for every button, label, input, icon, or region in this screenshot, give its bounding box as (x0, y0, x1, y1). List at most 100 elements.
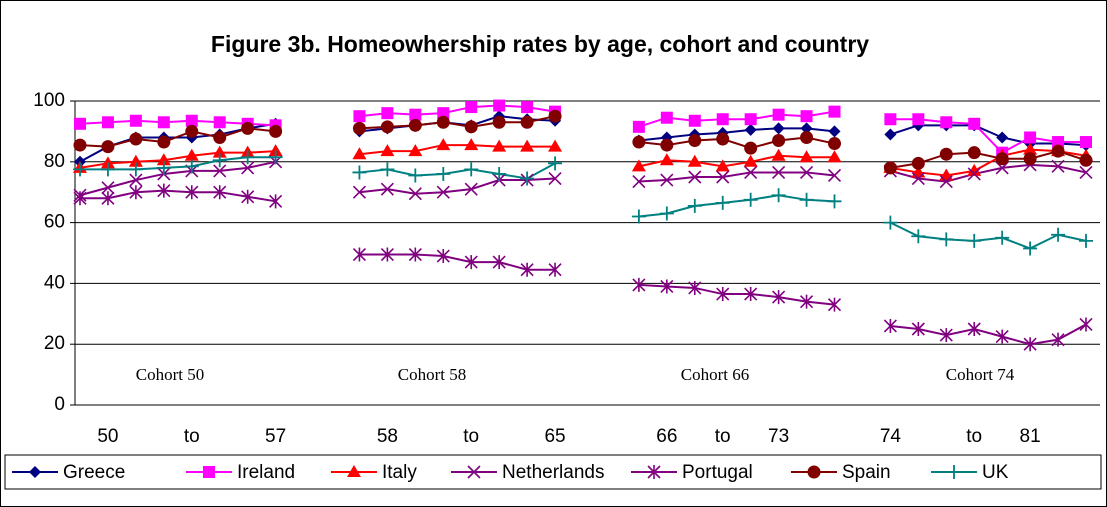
marker (241, 189, 255, 204)
marker (800, 110, 813, 123)
marker (995, 329, 1009, 344)
x-tick-label: 58 (377, 426, 398, 447)
marker (883, 161, 897, 175)
x-tick-label: to (966, 426, 982, 447)
marker (101, 140, 115, 154)
marker (521, 101, 534, 114)
marker (184, 159, 199, 174)
marker (380, 162, 395, 177)
marker (268, 150, 283, 165)
marker (73, 162, 87, 177)
marker (807, 465, 821, 479)
marker (128, 154, 143, 167)
marker (743, 192, 758, 207)
marker (995, 230, 1010, 245)
legend-label: Ireland (237, 462, 295, 483)
marker (884, 128, 897, 141)
marker (799, 294, 814, 309)
marker (1080, 136, 1092, 149)
marker (269, 194, 283, 209)
marker (995, 152, 1009, 166)
marker (827, 297, 842, 312)
marker (828, 125, 841, 138)
marker (464, 120, 478, 134)
marker (772, 122, 785, 135)
marker (213, 130, 227, 144)
marker (632, 277, 646, 292)
marker (437, 107, 450, 120)
marker (347, 465, 361, 477)
marker (800, 130, 814, 144)
marker (799, 165, 814, 180)
marker (73, 191, 87, 206)
x-tick-label: to (463, 426, 479, 447)
marker (939, 232, 954, 247)
marker (241, 161, 255, 175)
marker (1052, 136, 1065, 149)
marker (101, 191, 115, 206)
y-tick-label: 40 (44, 272, 65, 293)
annotation: Cohort 58 (398, 365, 466, 384)
marker (967, 163, 982, 176)
marker (967, 322, 981, 336)
marker (772, 108, 785, 121)
legend-label: Italy (382, 462, 417, 483)
marker (911, 229, 926, 244)
marker (1024, 131, 1037, 144)
marker (744, 165, 758, 180)
marker (129, 185, 143, 200)
marker (716, 287, 730, 302)
x-tick-label: to (184, 426, 200, 447)
marker (716, 170, 730, 184)
marker (1023, 241, 1038, 256)
marker (520, 115, 534, 129)
marker (771, 148, 786, 161)
marker (688, 280, 702, 295)
marker (660, 279, 674, 294)
marker (883, 318, 897, 333)
marker (911, 156, 925, 170)
marker (269, 124, 283, 138)
marker (268, 144, 283, 157)
legend-label: Spain (842, 462, 891, 483)
marker (800, 122, 813, 135)
series-line (79, 160, 1087, 197)
marker (687, 154, 702, 167)
marker (129, 114, 142, 127)
marker (772, 290, 786, 305)
marker (827, 150, 842, 163)
marker (408, 118, 422, 132)
marker (213, 164, 227, 178)
marker (380, 182, 394, 196)
marker (647, 465, 661, 479)
marker (548, 262, 562, 277)
marker (408, 168, 423, 183)
marker (548, 156, 563, 171)
marker (827, 168, 842, 183)
marker (408, 144, 423, 157)
marker (380, 120, 394, 134)
marker (436, 166, 451, 181)
marker (353, 110, 366, 123)
y-tick-label: 80 (44, 151, 65, 172)
marker (492, 255, 506, 270)
marker (185, 114, 198, 127)
marker (212, 153, 227, 168)
marker (185, 124, 199, 138)
marker (203, 466, 215, 478)
marker (128, 162, 143, 177)
marker (631, 209, 646, 224)
marker (771, 188, 786, 203)
marker (409, 108, 422, 121)
marker (185, 185, 199, 200)
series-line (79, 115, 1087, 169)
marker (213, 185, 227, 200)
marker (828, 105, 841, 118)
marker (157, 183, 171, 198)
marker (213, 116, 226, 129)
marker (381, 107, 394, 120)
annotation: Cohort 74 (946, 365, 1015, 384)
marker (912, 113, 925, 126)
marker (74, 117, 86, 130)
